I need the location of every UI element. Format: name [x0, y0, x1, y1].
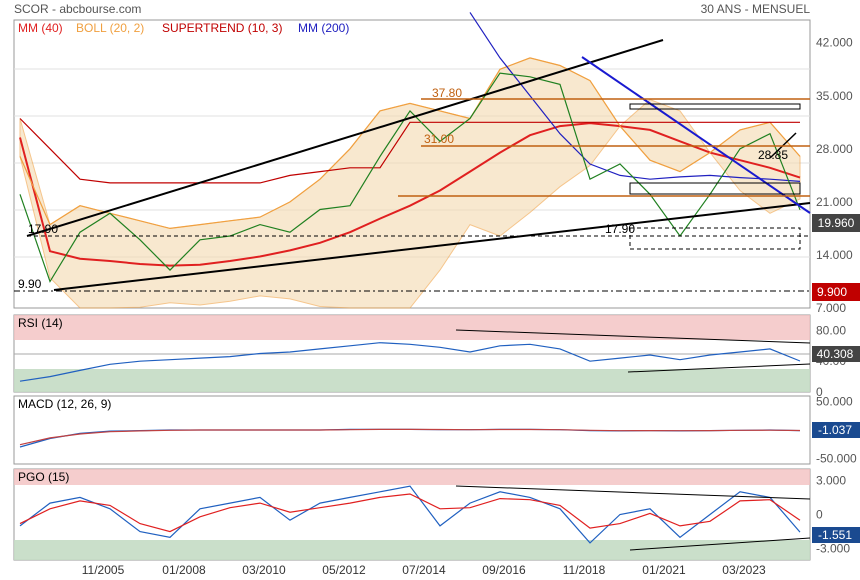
legend-boll: BOLL (20, 2): [76, 21, 144, 35]
y-tick-label: 7.000: [816, 301, 846, 315]
box-3780: [629, 103, 801, 110]
macd-last-badge: [812, 422, 860, 438]
macd-series-layer: [19, 428, 801, 448]
pgo-overbought-zone: [14, 469, 810, 485]
pgo-series-layer: [19, 485, 801, 544]
x-tick-label: 09/2016: [482, 563, 526, 577]
series-supertrend-10-3: [19, 118, 800, 184]
y-tick-label: 14.000: [816, 248, 853, 262]
price-y-ticks: 42.000 35.000 28.000 21.000 14.000 7.000: [816, 36, 853, 315]
box-2200: [629, 182, 801, 195]
legend-mm40: MM (40): [18, 21, 63, 35]
low-price-value: 9.900: [817, 285, 847, 299]
x-tick-label: 01/2021: [642, 563, 686, 577]
chart-timeframe: 30 ANS - MENSUEL: [701, 2, 811, 16]
pgo-title: PGO (15): [18, 470, 69, 484]
rsi-last-value: 40.308: [817, 347, 854, 361]
y-tick-label: 0: [816, 508, 823, 522]
legend-mm200: MM (200): [298, 21, 349, 35]
y-tick-label: 3.000: [816, 473, 846, 487]
y-tick-label: 0: [816, 385, 823, 399]
label-3780: 37.80: [432, 86, 462, 100]
legend-supertrend: SUPERTREND (10, 3): [162, 21, 282, 35]
y-tick-label: 21.000: [816, 195, 853, 209]
pgo-oversold-zone: [14, 540, 810, 560]
x-axis-labels: 11/2005 01/2008 03/2010 05/2012 07/2014 09/20…: [82, 563, 766, 577]
series-pgo-15: [19, 485, 801, 544]
x-tick-label: 11/2018: [563, 563, 606, 577]
x-tick-label: 11/2005: [82, 563, 125, 577]
series-signal: [19, 428, 801, 446]
trend-lines: [14, 39, 811, 292]
macd-title: MACD (12, 26, 9): [18, 397, 111, 411]
series-boll-20-2: [19, 57, 801, 230]
y-tick-label: 35.000: [816, 89, 853, 103]
y-tick-label: 80.00: [816, 323, 846, 337]
pgo-last-badge: [812, 527, 860, 543]
rsi-resistance-line: [455, 329, 811, 344]
pgo-resistance-line: [455, 485, 811, 500]
low-price-badge: [812, 283, 860, 301]
label-2885: 28.85: [758, 148, 788, 162]
x-tick-label: 01/2008: [162, 563, 206, 577]
label-990: 9.90: [18, 277, 42, 291]
series-rsi-14: [19, 342, 801, 382]
chart-title: SCOR - abcbourse.com: [14, 2, 141, 16]
x-tick-label: 03/2023: [722, 563, 766, 577]
series-mm-200: [469, 12, 801, 182]
rsi-oversold-zone: [14, 369, 810, 392]
rsi-title: RSI (14): [18, 316, 63, 330]
y-tick-label: -50.000: [816, 451, 857, 465]
last-price-badge: [812, 214, 860, 232]
y-tick-label: 42.000: [816, 36, 853, 50]
rsi-support-line: [627, 363, 811, 373]
y-tick-label: 28.000: [816, 142, 853, 156]
box-1790: [629, 227, 801, 250]
label-1790-left: 17.90: [28, 222, 58, 236]
y-tick-label: 50.000: [816, 395, 853, 409]
rsi-last-badge: [812, 346, 860, 362]
series-mm-40: [19, 122, 801, 267]
support-trendline: [53, 202, 811, 291]
pgo-last-value: -1.551: [818, 528, 852, 542]
pgo-y-ticks: 3.000 0 -3.000: [816, 473, 850, 555]
label-1790-right: 17.90: [605, 222, 635, 236]
x-tick-label: 07/2014: [402, 563, 446, 577]
y-tick-label: -3.000: [816, 542, 850, 556]
label-3100: 31.00: [424, 132, 454, 146]
macd-last-value: -1.037: [818, 423, 852, 437]
price-legend: MM (40) BOLL (20, 2) SUPERTREND (10, 3) …: [18, 21, 349, 35]
rsi-series-layer: [19, 342, 801, 382]
x-tick-label: 03/2010: [242, 563, 286, 577]
last-price-value: 19.960: [818, 216, 855, 230]
downtrend-line: [581, 56, 811, 214]
price-series-layer: [19, 12, 801, 309]
series-signal: [19, 493, 801, 533]
rsi-overbought-zone: [14, 315, 810, 340]
pgo-support-line: [629, 537, 811, 551]
series-close: [19, 72, 801, 283]
x-tick-label: 05/2012: [322, 563, 366, 577]
resistance-trendline: [26, 39, 664, 237]
